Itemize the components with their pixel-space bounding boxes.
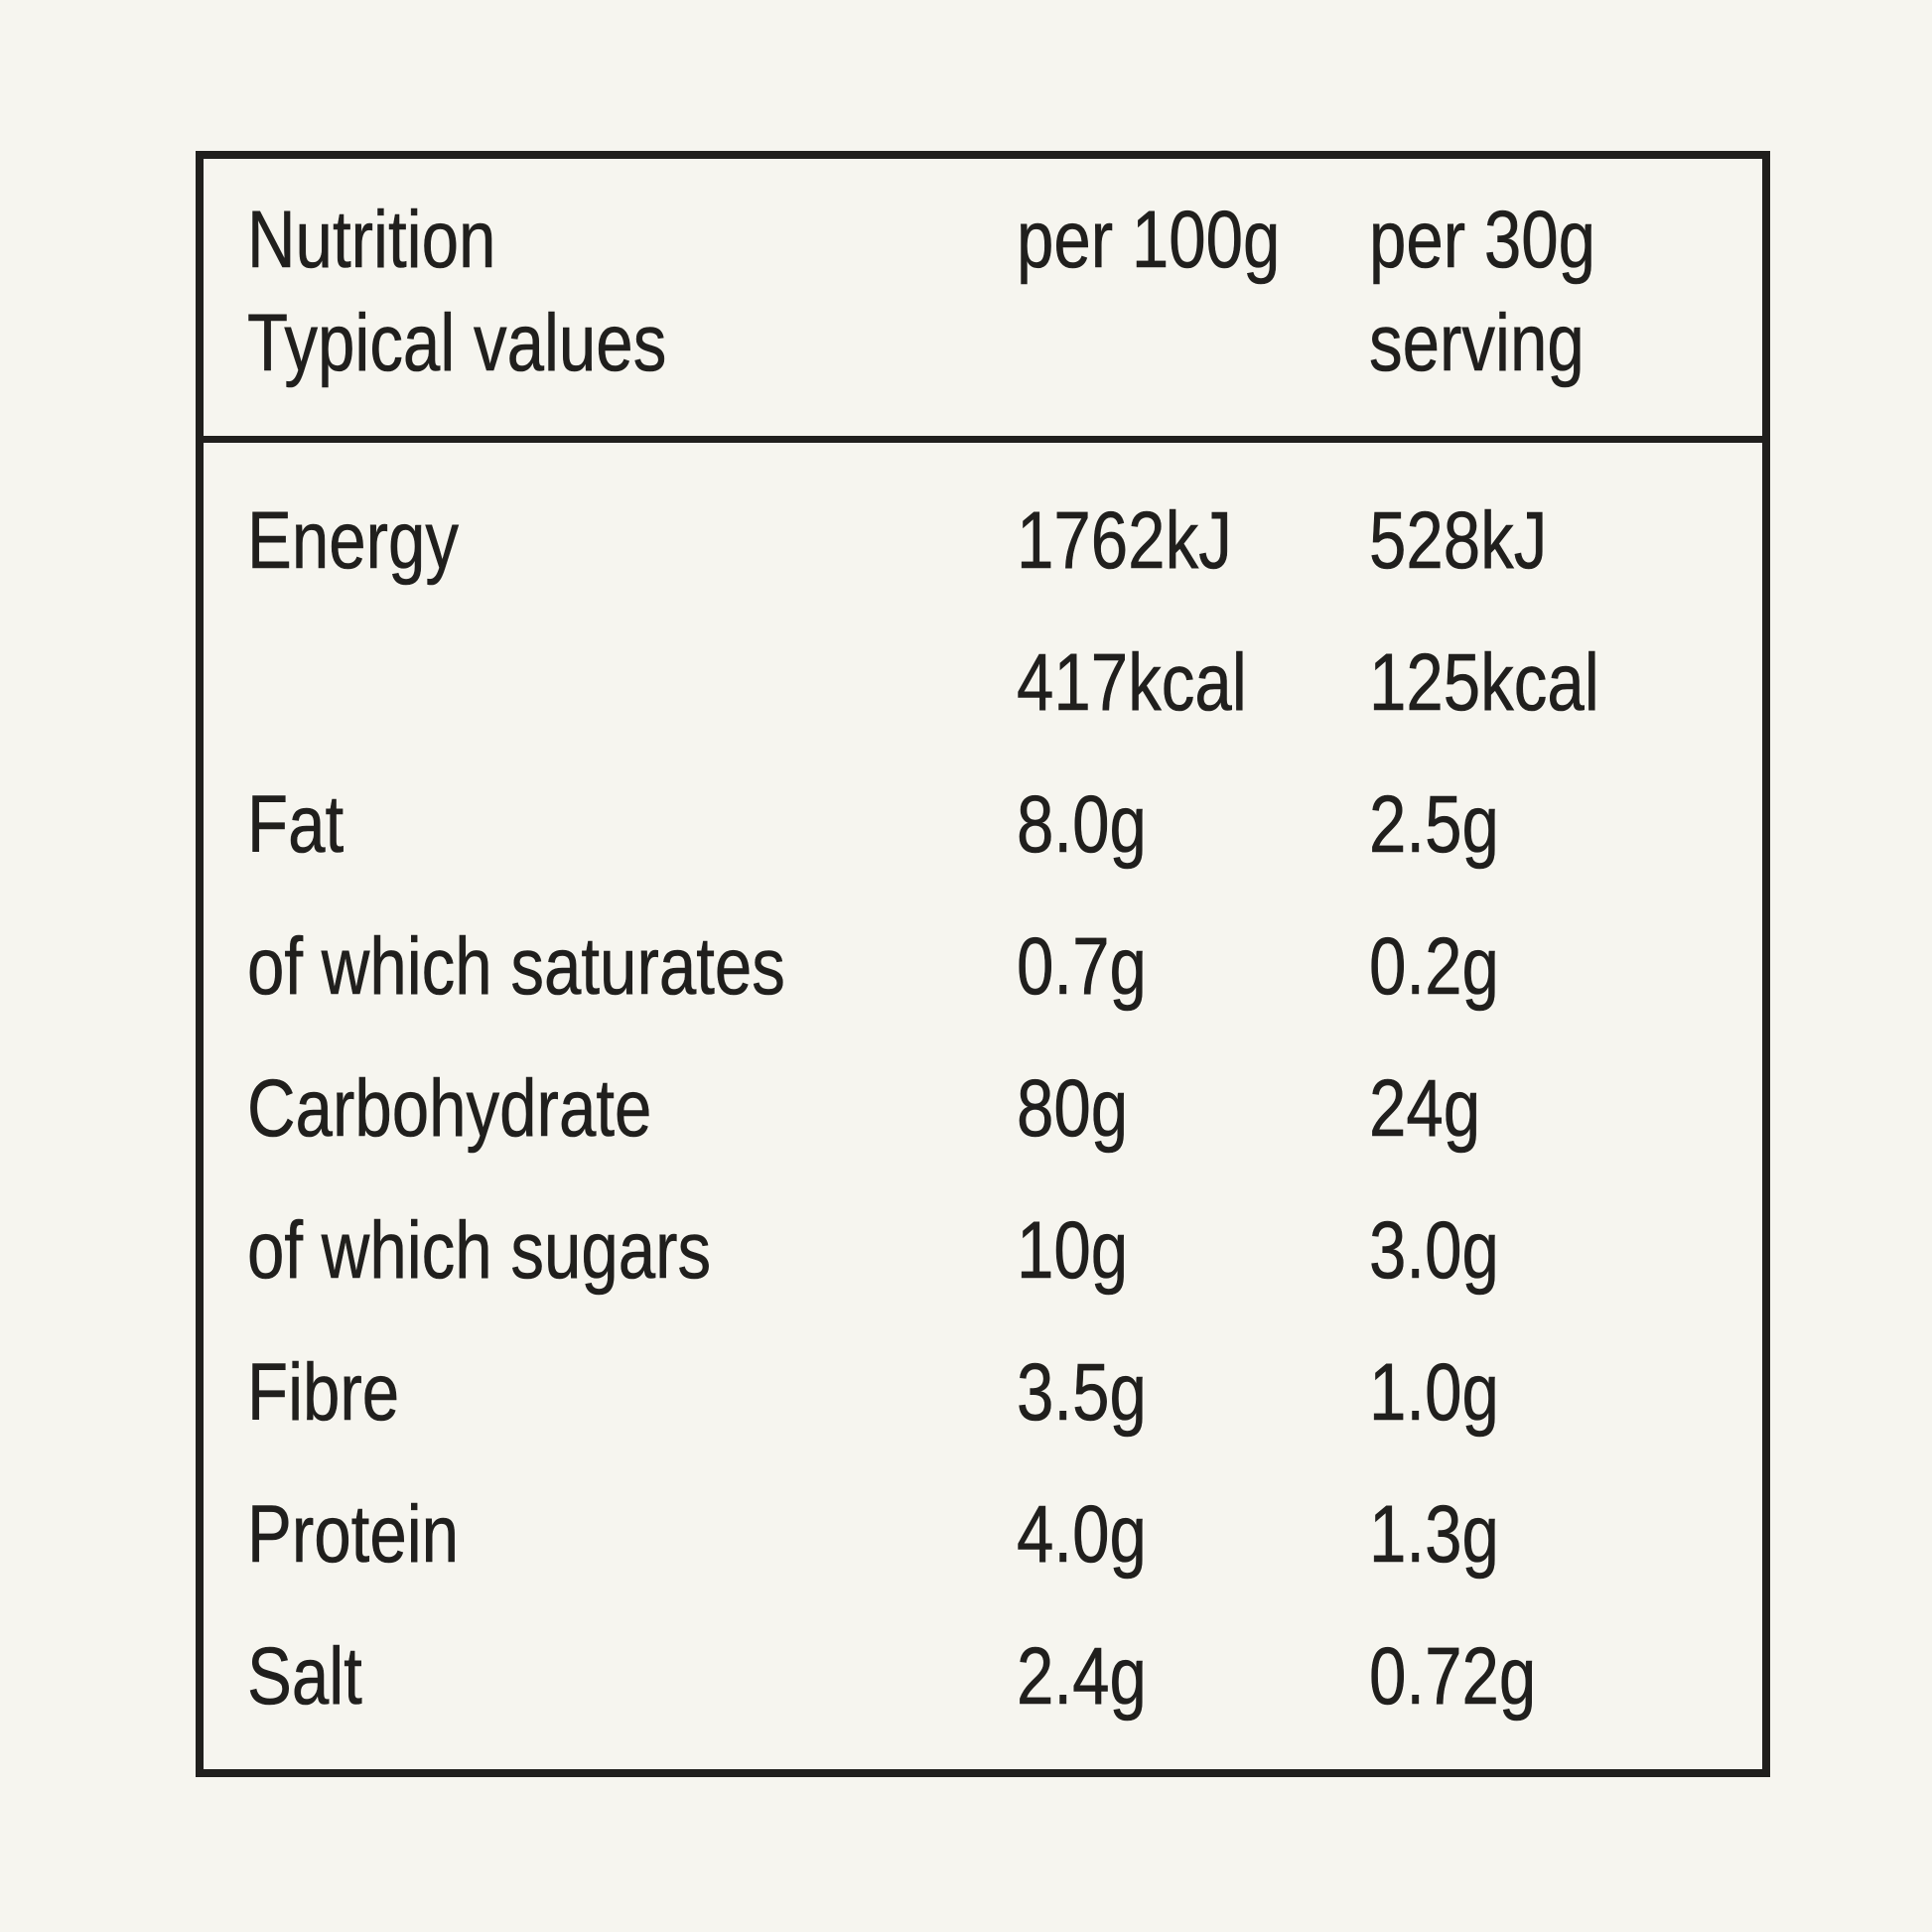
row-per30-value: 2.5g	[1369, 778, 1499, 870]
row-per30-value: 3.0g	[1369, 1204, 1499, 1296]
table-row: Protein 4.0g 1.3g	[247, 1463, 1742, 1605]
header-title-line2: Typical values	[247, 298, 667, 389]
table-body: Energy 1762kJ 528kJ 417kcal 125kcal Fat …	[204, 443, 1762, 1747]
row-label: Carbohydrate	[247, 1062, 652, 1154]
row-label: Fibre	[247, 1346, 400, 1438]
table-row: Carbohydrate 80g 24g	[247, 1037, 1742, 1179]
header-per-100g: per 100g	[1017, 195, 1281, 286]
row-per30-value: 1.3g	[1369, 1488, 1499, 1580]
row-label: Protein	[247, 1488, 460, 1580]
header-per30-line2: serving	[1369, 298, 1585, 389]
row-per100-value: 417kcal	[1017, 636, 1247, 728]
row-per100-value: 80g	[1017, 1062, 1129, 1154]
row-per100-value: 1762kJ	[1017, 494, 1232, 586]
row-label: Fat	[247, 778, 345, 870]
nutrition-table: Nutrition Typical values per 100g per 30…	[196, 151, 1770, 1777]
header-typical-values: Nutrition Typical values	[247, 189, 1017, 395]
row-per30-value: 528kJ	[1369, 494, 1548, 586]
table-row: of which saturates 0.7g 0.2g	[247, 896, 1742, 1037]
row-per100-value: 10g	[1017, 1204, 1129, 1296]
row-label	[247, 631, 1017, 735]
header-title-line1: Nutrition	[247, 195, 496, 286]
table-row: Energy 1762kJ 528kJ	[247, 470, 1742, 612]
row-per100-value: 0.7g	[1017, 920, 1147, 1012]
row-per100-value: 2.4g	[1017, 1630, 1147, 1722]
row-per30-value: 0.72g	[1369, 1630, 1537, 1722]
row-label: Energy	[247, 494, 460, 586]
table-row: Salt 2.4g 0.72g	[247, 1605, 1742, 1747]
table-row: of which sugars 10g 3.0g	[247, 1179, 1742, 1321]
row-per100-value: 3.5g	[1017, 1346, 1147, 1438]
header-per-30g-serving: per 30g serving	[1369, 189, 1742, 395]
table-row: 417kcal 125kcal	[247, 612, 1742, 754]
table-row: Fat 8.0g 2.5g	[247, 754, 1742, 896]
row-per100-value: 4.0g	[1017, 1488, 1147, 1580]
row-label: Salt	[247, 1630, 362, 1722]
table-header: Nutrition Typical values per 100g per 30…	[204, 159, 1762, 443]
header-per30-line1: per 30g	[1369, 195, 1596, 286]
row-per30-value: 1.0g	[1369, 1346, 1499, 1438]
row-per100-value: 8.0g	[1017, 778, 1147, 870]
row-per30-value: 24g	[1369, 1062, 1481, 1154]
row-label: of which sugars	[247, 1204, 712, 1296]
row-per30-value: 125kcal	[1369, 636, 1599, 728]
row-per30-value: 0.2g	[1369, 920, 1499, 1012]
table-row: Fibre 3.5g 1.0g	[247, 1321, 1742, 1463]
row-label: of which saturates	[247, 920, 785, 1012]
